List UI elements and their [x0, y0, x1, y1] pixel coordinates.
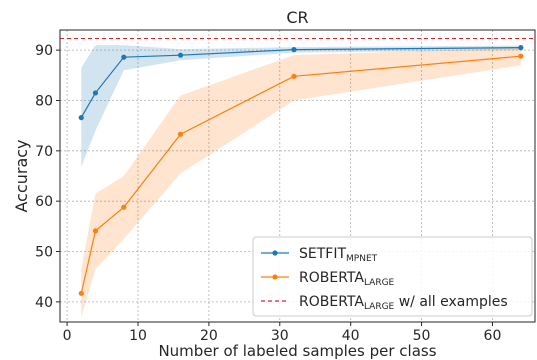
x-axis-label: Number of labeled samples per class [158, 342, 436, 360]
x-tick-label: 30 [271, 328, 289, 344]
data-point [78, 115, 84, 121]
data-point [518, 53, 524, 59]
y-tick-label: 50 [35, 245, 53, 261]
y-tick-label: 40 [35, 295, 53, 311]
chart-title: CR [286, 8, 308, 27]
series-lines [78, 45, 524, 296]
data-point [121, 204, 127, 210]
y-axis-label: Accuracy [12, 139, 31, 212]
legend-label: ROBERTALARGE w/ all examples [299, 294, 508, 312]
x-tick-label: 20 [200, 328, 218, 344]
data-point [78, 290, 84, 296]
legend-label: ROBERTALARGE [299, 270, 395, 288]
data-point [121, 54, 127, 60]
series-line [80, 55, 521, 294]
y-tick-label: 90 [35, 43, 53, 59]
data-point [177, 131, 184, 137]
legend-label: SETFITMPNET [299, 246, 378, 264]
axis-ticks: 0 10 20 30 40 50 60 40 50 60 70 80 90 [35, 43, 501, 344]
plot-frame [59, 29, 536, 323]
y-tick-label: 80 [35, 93, 53, 109]
y-tick-label: 70 [35, 144, 53, 160]
x-tick-label: 40 [342, 328, 360, 344]
data-point [291, 47, 297, 53]
x-tick-label: 10 [129, 328, 147, 344]
y-tick-label: 60 [35, 194, 53, 210]
legend: SETFITMPNET ROBERTALARGE ROBERTALARGE w/ a… [252, 236, 533, 317]
legend-box [252, 236, 533, 317]
data-point [291, 73, 297, 79]
x-tick-label: 60 [484, 328, 502, 344]
data-point [92, 228, 99, 234]
confidence-band [81, 47, 521, 317]
legend-marker [272, 274, 278, 280]
x-tick-label: 0 [63, 328, 72, 344]
series-line [80, 47, 521, 118]
data-point [92, 90, 99, 96]
legend-marker [272, 250, 278, 256]
x-tick-label: 50 [413, 328, 431, 344]
data-point [177, 52, 184, 58]
data-point [518, 45, 524, 51]
